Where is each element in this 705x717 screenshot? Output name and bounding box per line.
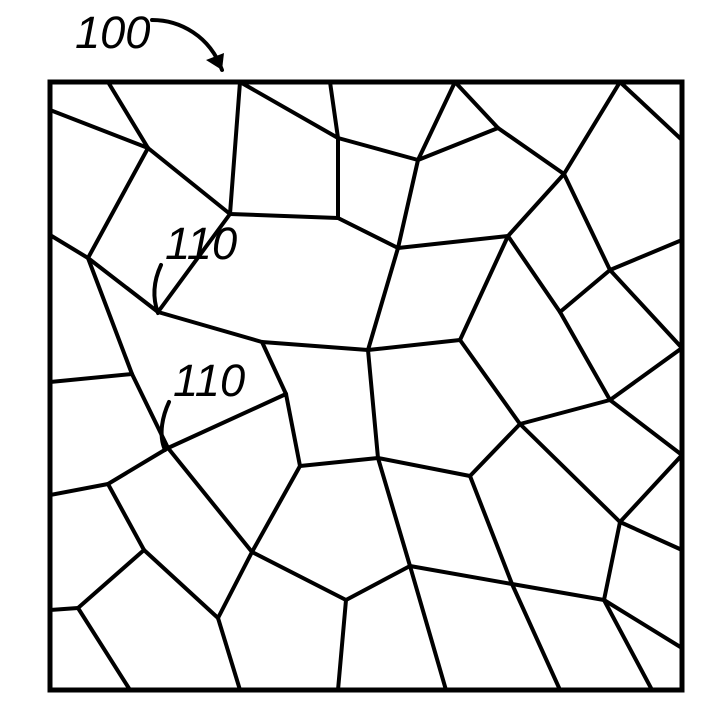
label-lbl-110-lower: 110 bbox=[173, 355, 245, 406]
label-fig-100: 100 bbox=[75, 7, 150, 58]
label-lbl-110-upper: 110 bbox=[165, 218, 237, 269]
grain-diagram: 100 110 110 bbox=[0, 0, 705, 717]
